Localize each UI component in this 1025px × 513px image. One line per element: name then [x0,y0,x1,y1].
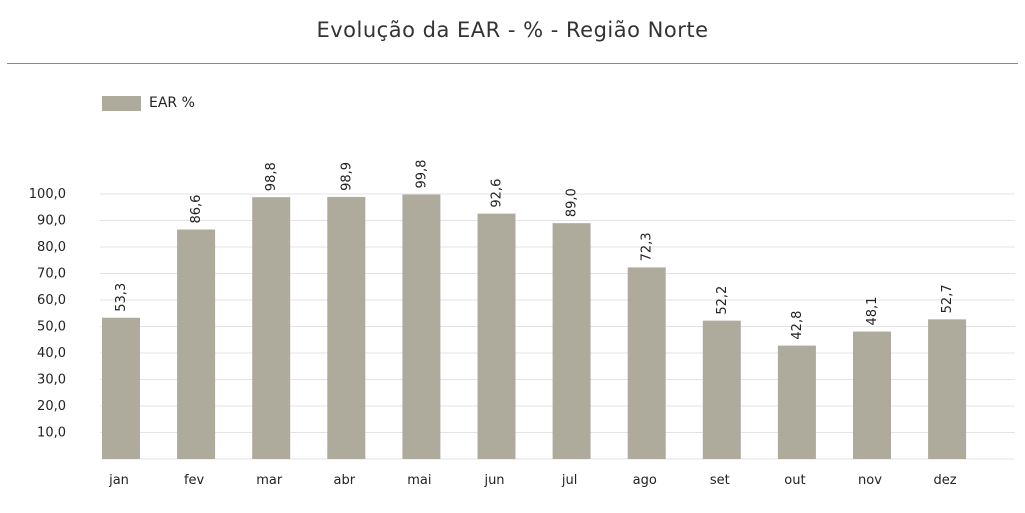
y-tick-label: 90,0 [37,214,66,229]
bar [177,229,216,459]
x-tick-label: out [784,473,805,488]
data-label: 48,1 [865,297,880,326]
y-tick-label: 100,0 [29,187,66,202]
y-axis: 10,0 20,0 30,0 40,0 50,0 60,0 70,0 80,0 90,0 100,… [29,187,66,441]
legend-label: EAR % [149,95,195,111]
data-label: 52,2 [715,286,730,315]
y-tick-label: 70,0 [37,267,66,282]
x-tick-label: mar [256,473,283,488]
data-label: 72,3 [640,232,655,261]
data-label: 86,6 [189,195,204,224]
y-tick-label: 60,0 [37,293,66,308]
bar [402,194,441,459]
x-tick-label: nov [858,473,882,488]
x-axis: jan fev mar abr mai jun jul ago set out nov dez [108,473,957,488]
y-tick-label: 40,0 [37,346,66,361]
x-tick-label: jun [483,473,504,488]
data-labels: 53,3 86,6 98,8 98,9 99,8 92,6 89,0 72,3 52,2 42,8… [114,160,955,340]
legend-swatch [102,95,141,111]
y-tick-label: 80,0 [37,240,66,255]
title-divider [7,63,1018,64]
y-tick-label: 10,0 [37,426,66,441]
y-tick-label: 30,0 [37,373,66,388]
bars [102,194,967,460]
data-label: 99,8 [414,160,429,189]
bar [928,319,967,459]
data-label: 92,6 [490,179,505,208]
bar [477,213,516,459]
data-label: 89,0 [565,188,580,217]
x-tick-label: abr [334,473,356,488]
x-tick-label: jul [561,473,577,488]
bar [327,196,366,460]
x-tick-label: ago [633,473,657,488]
bar [102,317,140,459]
bar [627,267,666,459]
bar [252,197,291,459]
bar [777,345,816,459]
data-label: 52,7 [940,284,955,313]
data-label: 53,3 [114,283,129,312]
y-tick-label: 20,0 [37,399,66,414]
data-label: 42,8 [790,311,805,340]
x-tick-label: set [710,473,730,488]
data-label: 98,9 [339,162,354,191]
data-label: 98,8 [264,162,279,191]
x-tick-label: jan [108,473,129,488]
bar [702,320,741,459]
legend: EAR % [102,95,195,111]
chart-title: Evolução da EAR - % - Região Norte [316,18,709,42]
x-tick-label: dez [934,473,957,488]
x-tick-label: fev [184,473,205,488]
x-tick-label: mai [407,473,431,488]
y-tick-label: 50,0 [37,320,66,335]
bar [552,223,591,459]
bar [853,331,891,459]
